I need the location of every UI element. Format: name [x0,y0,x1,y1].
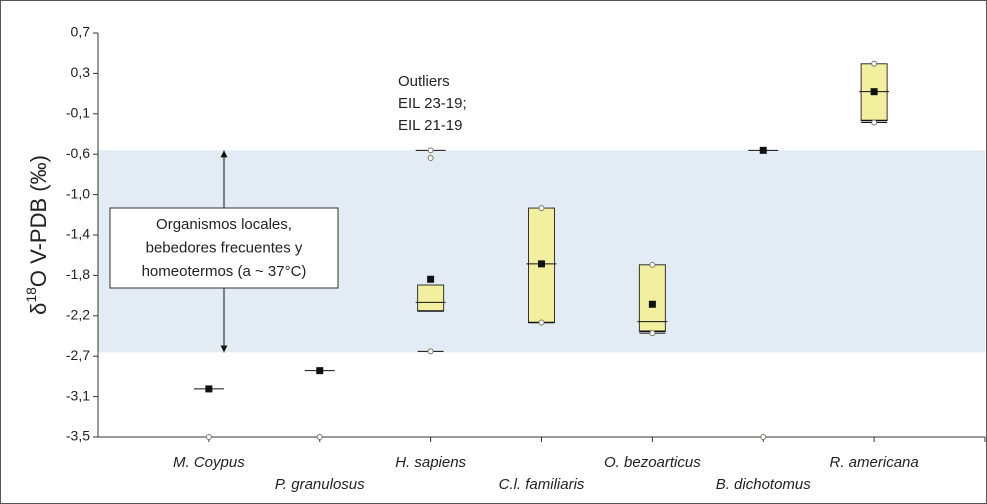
y-tick-label: -2,7 [66,347,90,363]
note-box [109,207,339,289]
note-text: bebedores frecuentes y [146,239,303,256]
y-axis-label: δ18O V-PDB (‰) [23,155,51,315]
y-tick-label: -0,6 [66,145,90,161]
x-tick-label: C.l. familiaris [499,476,585,493]
point [871,119,878,126]
y-tick-label: -3,1 [66,387,90,403]
y-label-symbol: δ [26,303,51,315]
x-tick-label: B. dichotomus [716,476,812,493]
y-label-text: O V-PDB (‰) [26,155,51,287]
y-tick-label: 0,7 [71,24,91,40]
y-tick-label: -3,5 [66,428,90,444]
outlier-note: EIL 23-19; [398,95,467,112]
y-tick-label: -1,4 [66,226,90,242]
y-label-superscript: 18 [23,287,39,303]
point [871,60,878,67]
mean [316,367,324,375]
y-tick-label: -0,1 [66,105,90,121]
y-tick-label: -2,2 [66,307,90,323]
x-tick-label: M. Coypus [173,454,245,471]
point [538,319,545,326]
mean [759,146,767,154]
point [538,205,545,212]
mean [205,385,213,393]
mean [427,275,435,283]
point [427,155,434,162]
point [649,330,656,337]
box [417,284,445,312]
x-tick-label: P. granulosus [275,476,365,493]
point [427,147,434,154]
mean [538,260,545,268]
point [760,434,767,440]
outlier-note: EIL 21-19 [398,117,463,134]
y-tick-label: 0,3 [71,64,91,80]
point [205,434,212,440]
x-tick-label: H. sapiens [395,454,466,471]
x-tick-label: R. americana [830,454,919,471]
y-tick-label: -1,8 [66,266,90,282]
mean [648,300,656,308]
x-tick-label: O. bezoarticus [604,454,701,471]
mean [870,88,878,96]
point [427,348,434,355]
outlier-note: Outliers [398,73,450,90]
point [316,434,323,440]
note-text: homeotermos (a ~ 37°C) [142,263,307,280]
y-tick-label: -1,0 [66,185,90,201]
point [649,261,656,268]
note-text: Organismos locales, [156,216,292,233]
